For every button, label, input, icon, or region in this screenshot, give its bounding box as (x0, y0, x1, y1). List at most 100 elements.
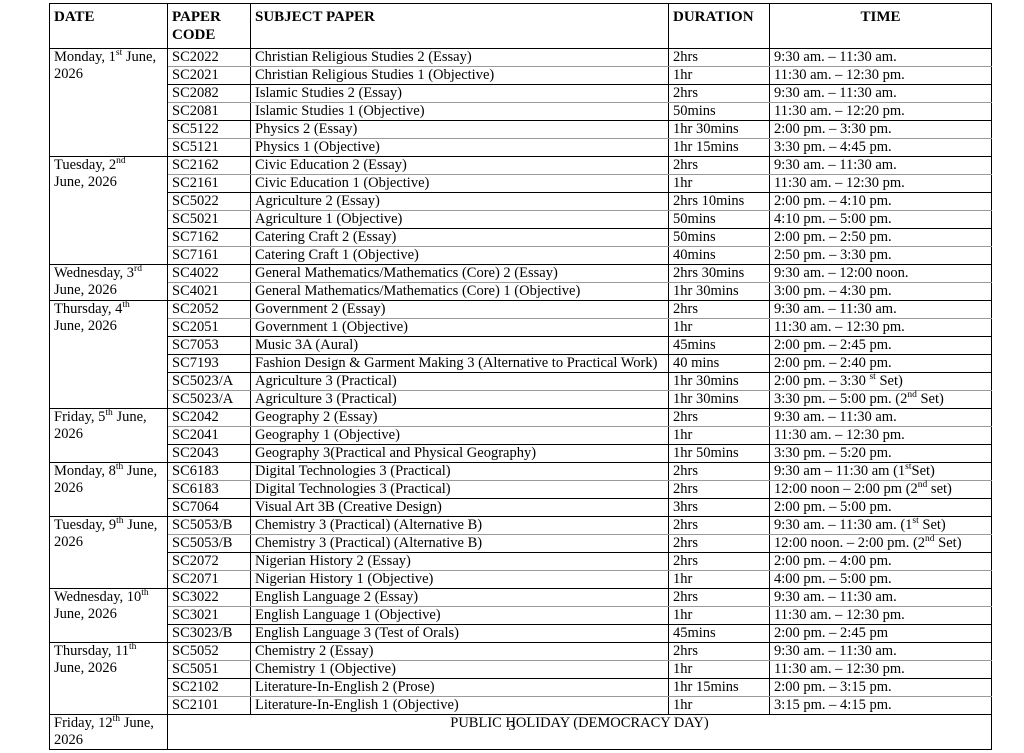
column-header-time: TIME (769, 3, 992, 49)
subject-paper-cell: Literature-In-English 2 (Prose) (250, 678, 669, 697)
paper-code-cell: SC5121 (167, 138, 251, 157)
paper-code-cell: SC7053 (167, 336, 251, 355)
paper-code-cell: SC6183 (167, 480, 251, 499)
duration-cell: 2hrs (668, 462, 770, 481)
subject-paper-cell: Digital Technologies 3 (Practical) (250, 480, 669, 499)
date-cell: Friday, 5th June, 2026 (49, 408, 168, 463)
time-cell: 4:00 pm. – 5:00 pm. (769, 570, 992, 589)
time-cell: 2:00 pm. – 5:00 pm. (769, 498, 992, 517)
table-row: Wednesday, 10th June, 2026 SC3022 English L… (49, 588, 992, 643)
table-row: SC5051 Chemistry 1 (Objective) 1hr 11:30 am… (50, 660, 992, 679)
table-row: SC7162 Catering Craft 2 (Essay) 50mins 2:00… (50, 228, 992, 247)
date-cell: Thursday, 4th June, 2026 (49, 300, 168, 409)
header-row: DATE PAPER CODE SUBJECT PAPER DURATION T… (49, 3, 992, 49)
time-ordinal-suffix: st (869, 372, 876, 383)
table-row: SC2021 Christian Religious Studies 1 (Obj… (50, 66, 992, 85)
paper-code-cell: SC5021 (167, 210, 251, 229)
time-cell: 3:30 pm. – 4:45 pm. (769, 138, 992, 157)
subject-paper-cell: Catering Craft 2 (Essay) (250, 228, 669, 247)
date-line-1: Wednesday, 10th (54, 588, 149, 605)
date-cell: Tuesday, 9th June, 2026 (49, 516, 168, 589)
table-row: Friday, 5th June, 2026 SC2042 Geography 2 (… (49, 408, 992, 463)
subject-paper-cell: Islamic Studies 2 (Essay) (250, 84, 669, 103)
subject-paper-cell: Nigerian History 1 (Objective) (250, 570, 669, 589)
table-row: SC7053 Music 3A (Aural) 45mins 2:00 pm. – 2… (50, 336, 992, 355)
date-ordinal-suffix: th (129, 642, 137, 653)
table-row: SC3021 English Language 1 (Objective) 1hr 1… (50, 606, 992, 625)
table-row: Thursday, 4th June, 2026 SC2052 Government … (49, 300, 992, 409)
table-row: SC2081 Islamic Studies 1 (Objective) 50min… (50, 102, 992, 121)
paper-code-cell: SC5122 (167, 120, 251, 139)
time-cell: 2:00 pm. – 2:40 pm. (769, 354, 992, 373)
date-line-1: Friday, 12th June, (54, 714, 154, 731)
time-cell: 3:15 pm. – 4:15 pm. (769, 696, 992, 715)
date-ordinal-suffix: th (105, 408, 113, 419)
duration-cell: 1hr 15mins (668, 678, 770, 697)
table-row: SC7064 Visual Art 3B (Creative Design) 3hr… (50, 498, 992, 517)
duration-cell: 2hrs (668, 156, 770, 175)
date-line-2: June, 2026 (54, 660, 117, 676)
subject-paper-cell: Chemistry 3 (Practical) (Alternative B) (250, 534, 669, 553)
time-ordinal-suffix: nd (925, 534, 935, 545)
table-row: SC4021 General Mathematics/Mathematics (C… (50, 282, 992, 301)
time-cell: 2:00 pm. – 4:00 pm. (769, 552, 992, 571)
table-row: Thursday, 11th June, 2026 SC5052 Chemistry … (49, 642, 992, 715)
subject-paper-cell: Music 3A (Aural) (250, 336, 669, 355)
date-ordinal-suffix: th (116, 516, 124, 527)
subject-paper-cell: Christian Religious Studies 2 (Essay) (250, 48, 669, 67)
table-row: Tuesday, 2nd June, 2026 SC2162 Civic Educat… (49, 156, 992, 265)
duration-cell: 2hrs (668, 408, 770, 427)
duration-cell: 1hr 50mins (668, 444, 770, 463)
subject-paper-cell: Visual Art 3B (Creative Design) (250, 498, 669, 517)
table-header: DATE PAPER CODE SUBJECT PAPER DURATION T… (49, 3, 992, 49)
table-row: Friday, 12th June, 2026 PUBLIC HOLIDAY (DE… (49, 714, 992, 750)
time-cell: 2:00 pm. – 2:50 pm. (769, 228, 992, 247)
paper-code-cell: SC5023/A (167, 390, 251, 409)
subject-paper-cell: General Mathematics/Mathematics (Core) 2… (250, 264, 669, 283)
duration-cell: 1hr (668, 318, 770, 337)
table-row: SC2161 Civic Education 1 (Objective) 1hr 11… (50, 174, 992, 193)
paper-code-line-1: PAPER (172, 9, 221, 25)
subject-paper-cell: Government 1 (Objective) (250, 318, 669, 337)
time-cell: 9:30 am – 11:30 am (1stSet) (769, 462, 992, 481)
date-cell: Monday, 1st June, 2026 (49, 48, 168, 157)
duration-cell: 1hr (668, 696, 770, 715)
duration-cell: 2hrs (668, 84, 770, 103)
date-line-2: June, 2026 (54, 174, 117, 190)
paper-code-cell: SC2052 (167, 300, 251, 319)
table-row: Tuesday, 9th June, 2026 SC5053/B Chemistry … (49, 516, 992, 589)
table-row: SC5122 Physics 2 (Essay) 1hr 30mins 2:00 pm… (50, 120, 992, 139)
date-line-1: Tuesday, 2nd (54, 156, 126, 173)
date-line-1: Wednesday, 3rd (54, 264, 142, 281)
duration-cell: 1hr 30mins (668, 390, 770, 409)
paper-code-cell: SC5053/B (167, 516, 251, 535)
table-row: SC7193 Fashion Design & Garment Making 3 … (50, 354, 992, 373)
paper-code-cell: SC5052 (167, 642, 251, 661)
paper-code-cell: SC2162 (167, 156, 251, 175)
subject-paper-cell: Government 2 (Essay) (250, 300, 669, 319)
subject-paper-cell: Literature-In-English 1 (Objective) (250, 696, 669, 715)
date-cell: Wednesday, 3rd June, 2026 (49, 264, 168, 301)
subject-paper-cell: Christian Religious Studies 1 (Objective… (250, 66, 669, 85)
paper-code-cell: SC2022 (167, 48, 251, 67)
table-row: SC3023/B English Language 3 (Test of Oral… (50, 624, 992, 643)
duration-cell: 1hr 30mins (668, 372, 770, 391)
paper-code-cell: SC7161 (167, 246, 251, 265)
duration-cell: 2hrs (668, 534, 770, 553)
date-line-2: 2026 (54, 426, 83, 442)
subject-paper-cell: Physics 2 (Essay) (250, 120, 669, 139)
date-cell: Monday, 8th June, 2026 (49, 462, 168, 517)
time-cell: 2:00 pm. – 3:30 st Set) (769, 372, 992, 391)
date-line-2: 2026 (54, 732, 83, 748)
time-ordinal-suffix: nd (907, 390, 917, 401)
table-row: Monday, 1st June, 2026 SC2022 Christian Rel… (49, 48, 992, 157)
duration-cell: 40mins (668, 246, 770, 265)
paper-code-cell: SC3022 (167, 588, 251, 607)
subject-paper-cell: General Mathematics/Mathematics (Core) 1… (250, 282, 669, 301)
paper-code-cell: SC2021 (167, 66, 251, 85)
subject-paper-cell: Agriculture 3 (Practical) (250, 390, 669, 409)
duration-cell: 2hrs (668, 516, 770, 535)
paper-code-cell: SC4021 (167, 282, 251, 301)
time-cell: 11:30 am. – 12:20 pm. (769, 102, 992, 121)
table-body: Monday, 1st June, 2026 SC2022 Christian Rel… (49, 48, 992, 750)
